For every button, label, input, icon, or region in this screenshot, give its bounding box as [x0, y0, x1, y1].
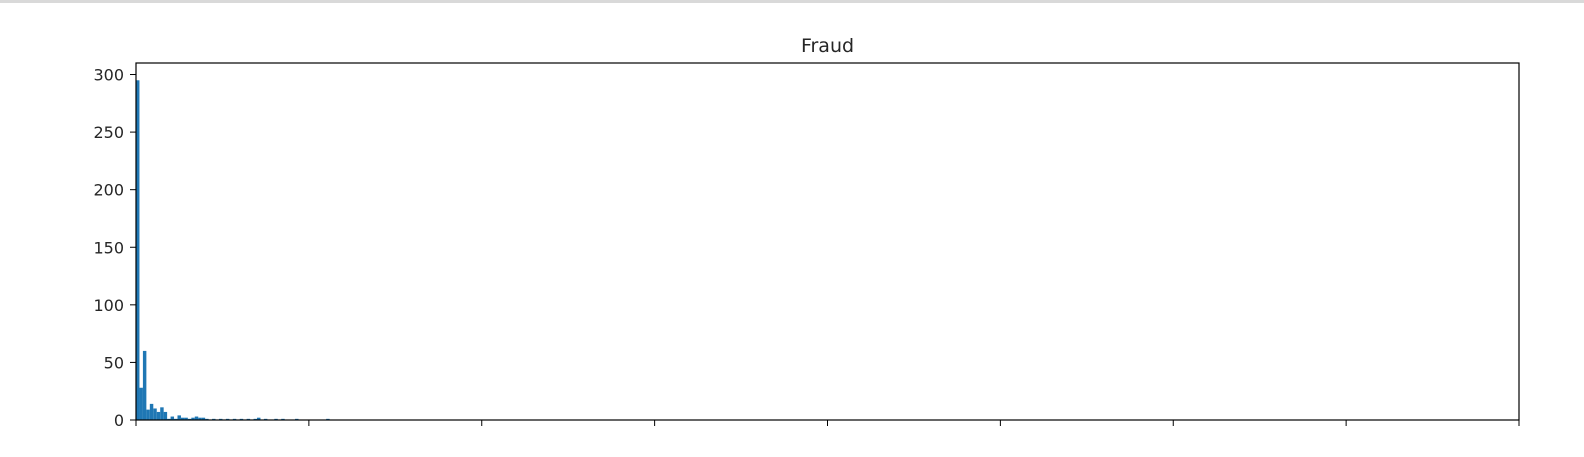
y-tick-label: 0: [114, 411, 124, 430]
histogram-bar: [139, 387, 143, 420]
y-axis: 0 50 100 150 200 250 300: [93, 66, 136, 430]
y-tick-label: 250: [93, 123, 124, 142]
histogram-bar: [160, 407, 164, 420]
histogram-bar: [149, 403, 154, 420]
histogram-bar: [170, 416, 175, 420]
y-tick-label: 50: [104, 353, 124, 372]
top-divider: [0, 0, 1584, 3]
histogram-bar: [177, 415, 181, 420]
y-tick-label: 300: [93, 66, 124, 85]
plot-frame: [135, 62, 1520, 421]
histogram-bar: [184, 417, 188, 420]
bars-group: [136, 80, 330, 420]
x-axis: [135, 420, 1520, 426]
histogram-bar: [198, 417, 202, 420]
y-tick-label: 150: [93, 238, 124, 257]
histogram-bar: [191, 417, 195, 420]
histogram-bar: [257, 417, 261, 420]
chart-title: Fraud: [801, 35, 854, 57]
histogram-bar: [180, 417, 185, 420]
histogram-bar: [201, 417, 206, 420]
histogram-bar: [146, 409, 150, 420]
histogram-bar: [194, 416, 199, 420]
histogram-bar: [156, 411, 161, 420]
y-tick-label: 100: [93, 296, 124, 315]
histogram-bar: [153, 408, 157, 420]
histogram-bar: [142, 350, 147, 420]
histogram-bar: [136, 80, 140, 420]
histogram-bar: [163, 411, 168, 420]
y-tick-label: 200: [93, 181, 124, 200]
